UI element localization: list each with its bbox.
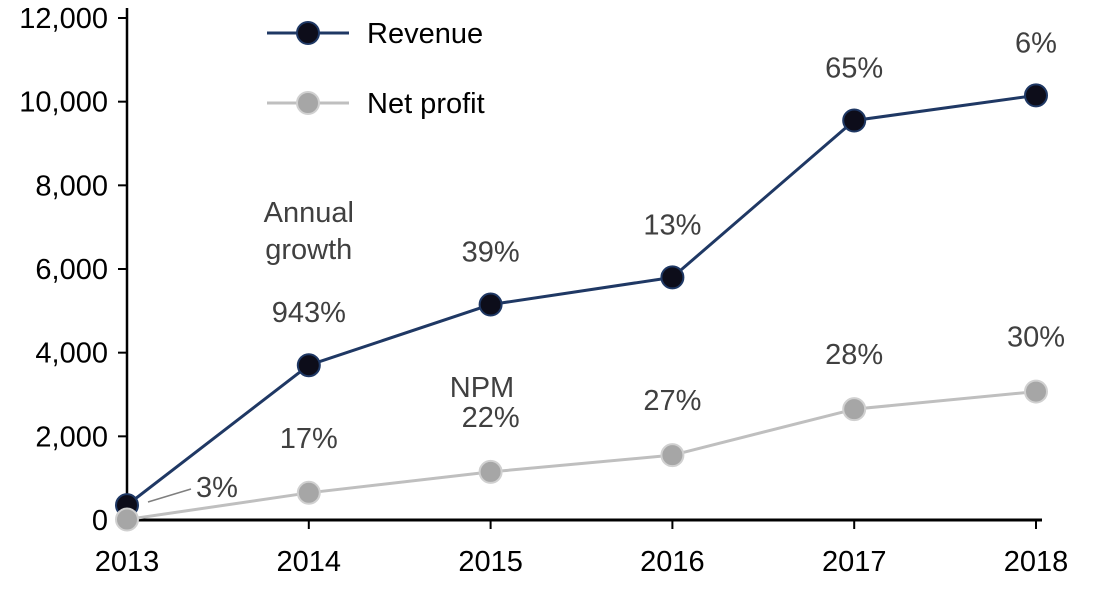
- growth-label-2015: 39%: [462, 237, 520, 269]
- npm-header-label: NPM: [450, 372, 514, 404]
- y-tick-label-8000: 8,000: [35, 170, 108, 202]
- x-tick-label-2017: 2017: [822, 546, 887, 578]
- x-tick-label-2015: 2015: [458, 546, 523, 578]
- npm-label-2014: 17%: [280, 423, 338, 455]
- x-tick-label-2013: 2013: [95, 546, 160, 578]
- y-tick-label-10000: 10,000: [19, 87, 108, 119]
- legend-net-profit-label: Net profit: [367, 88, 485, 120]
- npm-label-2016: 27%: [643, 385, 701, 417]
- annual-growth-header-line-1: Annual: [264, 197, 354, 229]
- npm-label-2015: 22%: [462, 402, 520, 434]
- npm-label-2018: 30%: [1007, 322, 1065, 354]
- growth-label-2016: 13%: [643, 209, 701, 241]
- legend-net-profit-marker: [296, 91, 320, 115]
- net-profit-marker-2014: [296, 480, 321, 505]
- annual-growth-header-line-2: growth: [265, 234, 352, 266]
- legend-revenue-label: Revenue: [367, 18, 483, 50]
- y-tick-label-4000: 4,000: [35, 338, 108, 370]
- npm-label-2017: 28%: [825, 339, 883, 371]
- x-tick-label-2018: 2018: [1004, 546, 1069, 578]
- net-profit-marker-2015: [478, 459, 503, 484]
- npm-label-2013: 3%: [196, 472, 238, 504]
- npm-2013-leader-line: [147, 488, 192, 503]
- revenue-marker-2014: [296, 353, 321, 378]
- growth-label-2014: 943%: [272, 297, 346, 329]
- revenue-marker-2016: [660, 265, 685, 290]
- y-tick-label-12000: 12,000: [19, 3, 108, 35]
- net-profit-marker-2017: [842, 397, 867, 422]
- revenue-marker-2017: [842, 108, 867, 133]
- growth-label-2018: 6%: [1015, 27, 1057, 59]
- x-tick-label-2016: 2016: [640, 546, 705, 578]
- y-tick-label-0: 0: [92, 505, 108, 537]
- y-tick-label-6000: 6,000: [35, 254, 108, 286]
- net-profit-marker-2013: [115, 507, 139, 532]
- legend-revenue-marker: [296, 21, 320, 45]
- x-tick-label-2014: 2014: [277, 546, 342, 578]
- revenue-line: [126, 93, 1037, 507]
- revenue-marker-2018: [1024, 83, 1048, 108]
- net-profit-line: [126, 390, 1037, 522]
- net-profit-marker-2016: [660, 443, 685, 468]
- revenue-marker-2015: [478, 292, 503, 317]
- growth-label-2017: 65%: [825, 52, 883, 84]
- y-tick-label-2000: 2,000: [35, 421, 108, 453]
- net-profit-marker-2018: [1024, 379, 1048, 404]
